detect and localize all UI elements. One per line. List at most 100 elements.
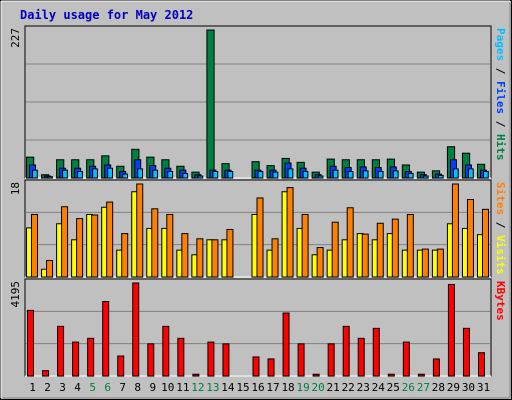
- bar-kbytes-day-27: [417, 373, 425, 377]
- bar-sites-day-2: [46, 259, 54, 278]
- bar-pages-day-18: [287, 168, 294, 179]
- x-tick-label-day-30: 30: [462, 381, 475, 394]
- bar-pages-day-11: [182, 172, 189, 179]
- x-tick-label-day-9: 9: [149, 381, 156, 394]
- bar-sites-day-23: [361, 233, 369, 278]
- x-tick-label-day-12: 12: [191, 381, 204, 394]
- bar-kbytes-day-29: [447, 283, 455, 377]
- bar-pages-day-8: [137, 168, 144, 179]
- bar-sites-day-3: [61, 206, 69, 278]
- bar-sites-day-9: [151, 208, 159, 278]
- bar-pages-day-7: [122, 173, 129, 179]
- bar-kbytes-day-31: [477, 352, 485, 377]
- bar-pages-day-19: [302, 170, 309, 179]
- x-tick-label-day-1: 1: [29, 381, 36, 394]
- bar-pages-day-6: [107, 167, 113, 179]
- bar-sites-day-13: [211, 239, 219, 278]
- x-axis-labels: 1 2 3 4 5 6 7 8 9 10 11 12 13 14 15 16 17 18 19 20 21 22 23 24 2…: [29, 381, 490, 394]
- bar-kbytes-day-7: [117, 355, 125, 377]
- legend-item-pages: Pages: [494, 28, 507, 61]
- bar-pages-day-10: [167, 170, 174, 179]
- bar-kbytes-day-22: [342, 325, 350, 377]
- bar-kbytes-day-11: [177, 337, 185, 377]
- bar-pages-day-5: [92, 168, 98, 179]
- y-max-label: 18: [9, 182, 22, 195]
- bar-sites-day-16: [256, 197, 264, 278]
- bar-kbytes-day-6: [102, 301, 110, 377]
- bar-kbytes-day-5: [87, 337, 95, 377]
- chart-title: Daily usage for May 2012: [20, 8, 193, 22]
- x-tick-label-day-8: 8: [134, 381, 141, 394]
- bar-kbytes-day-16: [252, 356, 260, 377]
- legend-separator: /: [494, 215, 507, 235]
- bar-sites-day-30: [466, 199, 474, 278]
- bar-kbytes-day-25: [387, 373, 395, 377]
- x-tick-label-day-28: 28: [432, 381, 445, 394]
- bar-kbytes-day-3: [57, 325, 65, 377]
- x-tick-label-day-25: 25: [387, 381, 400, 394]
- panel-legend-label: Sites / Visits: [494, 182, 507, 275]
- x-tick-label-day-16: 16: [251, 381, 264, 394]
- legend-separator: /: [494, 61, 507, 81]
- bar-sites-day-27: [421, 248, 429, 278]
- bar-sites-day-21: [331, 221, 339, 278]
- bar-sites-day-17: [271, 238, 279, 278]
- legend-item-files: Files: [494, 81, 507, 114]
- bar-pages-day-12: [197, 175, 204, 179]
- x-tick-label-day-11: 11: [176, 381, 189, 394]
- bar-kbytes-day-19: [297, 343, 305, 377]
- bar-pages-day-29: [452, 168, 459, 179]
- bar-sites-day-28: [436, 248, 444, 278]
- y-max-label: 4195: [9, 281, 22, 308]
- bar-kbytes-day-1: [27, 309, 35, 377]
- panel-hits-files-pages: 227 Pages / Files / Hits: [9, 25, 507, 179]
- x-tick-label-day-18: 18: [281, 381, 294, 394]
- bar-sites-day-25: [391, 218, 399, 278]
- y-max-label: 227: [9, 28, 22, 48]
- bar-pages-day-31: [482, 170, 489, 179]
- x-tick-label-day-29: 29: [447, 381, 460, 394]
- bar-kbytes-day-30: [462, 327, 470, 377]
- legend-item-kbytes: KBytes: [494, 281, 507, 321]
- bar-pages-day-30: [467, 168, 474, 179]
- bar-pages-day-2: [47, 176, 53, 179]
- panel-kbytes: 4195 KBytes: [9, 278, 507, 377]
- bar-pages-day-26: [407, 172, 414, 179]
- legend-item-hits: Hits: [494, 134, 507, 161]
- panel-legend-label: Pages / Files / Hits: [494, 28, 507, 161]
- bar-sites-day-6: [106, 201, 114, 278]
- bar-pages-day-1: [32, 169, 38, 179]
- bar-sites-day-7: [121, 233, 129, 278]
- bar-sites-day-1: [31, 213, 39, 278]
- bar-kbytes-day-28: [432, 358, 440, 377]
- bar-kbytes-day-2: [42, 370, 50, 377]
- x-tick-label-day-17: 17: [266, 381, 279, 394]
- bar-pages-day-17: [272, 171, 279, 179]
- bar-pages-day-25: [392, 170, 399, 179]
- bar-kbytes-day-26: [402, 341, 410, 377]
- x-tick-label-day-2: 2: [44, 381, 51, 394]
- x-tick-label-day-21: 21: [327, 381, 340, 394]
- legend-item-sites: Sites: [494, 182, 507, 215]
- bar-sites-day-31: [481, 208, 489, 278]
- bar-sites-day-22: [346, 207, 354, 278]
- panel-visits-sites: 18 Sites / Visits: [9, 179, 507, 278]
- bar-sites-day-4: [76, 218, 84, 278]
- bar-sites-day-10: [166, 213, 174, 278]
- bar-pages-day-4: [77, 170, 83, 179]
- bar-sites-day-29: [451, 183, 459, 278]
- x-tick-label-day-13: 13: [206, 381, 219, 394]
- bar-kbytes-day-10: [162, 325, 170, 377]
- bar-sites-day-26: [406, 213, 414, 278]
- x-tick-label-day-3: 3: [59, 381, 66, 394]
- bar-pages-day-22: [347, 170, 354, 179]
- bar-pages-day-21: [332, 169, 339, 179]
- bar-kbytes-day-13: [207, 341, 215, 377]
- x-tick-label-day-26: 26: [402, 381, 415, 394]
- bar-kbytes-day-8: [132, 282, 140, 377]
- bar-sites-day-18: [286, 187, 294, 278]
- bar-pages-day-13: [212, 170, 219, 179]
- x-tick-label-day-22: 22: [342, 381, 355, 394]
- bar-kbytes-day-17: [267, 358, 275, 377]
